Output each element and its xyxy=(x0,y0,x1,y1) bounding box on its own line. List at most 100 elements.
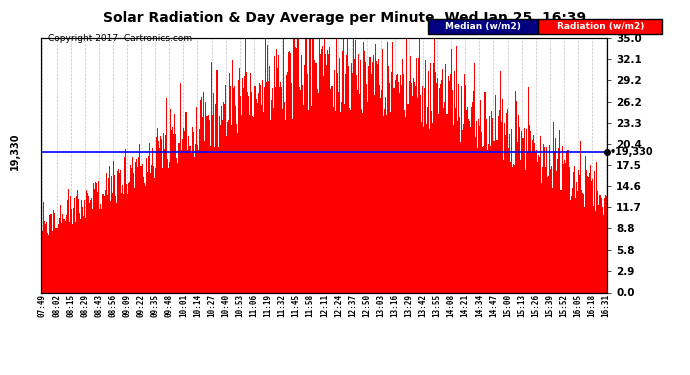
Bar xyxy=(114,175,115,292)
Bar xyxy=(466,110,467,292)
Bar xyxy=(72,208,74,292)
Bar xyxy=(315,63,316,292)
Bar xyxy=(304,65,305,292)
Bar xyxy=(189,146,190,292)
Bar xyxy=(379,85,380,292)
Bar xyxy=(68,222,70,292)
Bar xyxy=(422,86,423,292)
Bar xyxy=(155,168,156,292)
Bar xyxy=(457,84,459,292)
Bar xyxy=(514,165,515,292)
Bar xyxy=(95,182,97,292)
Bar xyxy=(290,53,291,292)
Bar xyxy=(268,81,269,292)
Bar xyxy=(299,90,301,292)
Bar xyxy=(124,158,125,292)
Bar xyxy=(295,48,297,292)
Bar xyxy=(257,93,259,292)
Bar xyxy=(343,25,344,292)
Bar xyxy=(107,195,108,292)
Bar xyxy=(507,109,508,292)
Bar xyxy=(347,39,348,292)
Bar xyxy=(262,80,263,292)
Bar xyxy=(595,211,596,292)
Bar xyxy=(583,194,584,292)
Bar xyxy=(43,202,44,292)
Bar xyxy=(270,120,271,292)
Bar xyxy=(375,61,377,292)
Bar xyxy=(173,134,175,292)
Bar xyxy=(355,40,356,292)
Bar xyxy=(511,129,512,292)
Bar xyxy=(168,168,169,292)
Bar xyxy=(580,141,581,292)
Bar xyxy=(286,75,287,292)
Bar xyxy=(339,112,341,292)
Bar xyxy=(47,233,48,292)
Bar xyxy=(371,62,373,292)
Bar xyxy=(159,148,160,292)
Bar xyxy=(83,216,84,292)
Bar xyxy=(562,164,564,292)
Bar xyxy=(384,109,385,292)
Bar xyxy=(554,151,555,292)
Bar xyxy=(92,209,93,292)
Bar xyxy=(221,120,223,292)
Bar xyxy=(500,71,501,292)
Bar xyxy=(171,130,172,292)
Bar xyxy=(266,82,267,292)
Text: Solar Radiation & Day Average per Minute  Wed Jan 25  16:39: Solar Radiation & Day Average per Minute… xyxy=(104,11,586,25)
Bar xyxy=(545,167,546,292)
Bar xyxy=(604,195,606,292)
Bar xyxy=(568,150,569,292)
Bar xyxy=(588,177,589,292)
Bar xyxy=(584,207,585,292)
Bar xyxy=(311,106,312,292)
Bar xyxy=(156,137,157,292)
Bar xyxy=(314,60,315,292)
Bar xyxy=(242,78,243,292)
Bar xyxy=(600,198,602,292)
Bar xyxy=(301,55,302,292)
Bar xyxy=(274,56,275,292)
Bar xyxy=(400,75,402,292)
Bar xyxy=(382,49,383,292)
Bar xyxy=(558,148,560,292)
Bar xyxy=(226,136,227,292)
Bar xyxy=(209,120,210,292)
Bar xyxy=(278,56,279,292)
Bar xyxy=(91,198,92,292)
Bar xyxy=(183,128,184,292)
Bar xyxy=(535,152,536,292)
Bar xyxy=(122,185,123,292)
Bar xyxy=(185,112,186,292)
Bar xyxy=(497,141,498,292)
Bar xyxy=(289,51,290,292)
Bar xyxy=(116,203,117,292)
Bar xyxy=(42,231,43,292)
Bar xyxy=(306,20,307,292)
Bar xyxy=(590,165,591,292)
Bar xyxy=(524,170,526,292)
Bar xyxy=(455,46,457,292)
Bar xyxy=(571,196,572,292)
Bar xyxy=(319,30,320,292)
Bar xyxy=(354,59,355,292)
Bar xyxy=(81,200,82,292)
Bar xyxy=(589,172,590,292)
Bar xyxy=(326,65,327,292)
Bar xyxy=(380,98,381,292)
Bar xyxy=(427,107,428,292)
Bar xyxy=(397,74,398,292)
Bar xyxy=(398,82,400,292)
Bar xyxy=(110,176,112,292)
Bar xyxy=(531,153,532,292)
Bar xyxy=(364,51,366,292)
Bar xyxy=(139,144,141,292)
Bar xyxy=(413,82,415,292)
Bar xyxy=(187,150,188,292)
Bar xyxy=(191,153,192,292)
Bar xyxy=(453,125,454,292)
Bar xyxy=(505,135,506,292)
Bar xyxy=(250,72,251,292)
